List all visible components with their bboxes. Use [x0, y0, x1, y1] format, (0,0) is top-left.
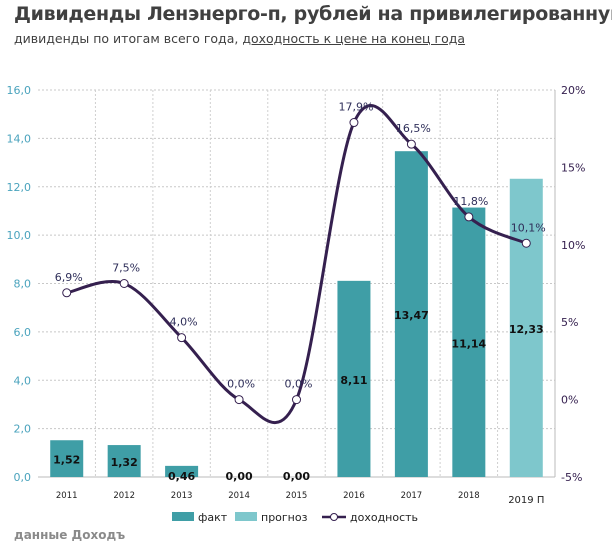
chart-subtitle: дивиденды по итогам всего года, доходнос… — [14, 31, 465, 46]
left-axis-tick: 12,0 — [7, 181, 32, 194]
source-note: данные Доходъ — [14, 528, 126, 542]
left-axis-tick: 0,0 — [14, 471, 32, 484]
x-axis-tick: 2016 — [343, 491, 365, 501]
yield-point — [521, 238, 531, 248]
right-axis-tick: 0% — [561, 394, 578, 407]
chart-title: Дивиденды Ленэнерго-п, рублей на привиле… — [14, 3, 612, 25]
x-axis-tick: 2014 — [228, 491, 250, 501]
right-axis-tick: 15% — [561, 161, 585, 174]
x-axis-tick: 2019 П — [508, 495, 544, 506]
bar-fact — [394, 151, 428, 477]
bar-value-label: 12,33 — [509, 323, 544, 336]
x-axis-tick: 2013 — [171, 491, 193, 501]
bar-value-label: 13,47 — [394, 309, 429, 322]
right-axis-tick: 20% — [561, 84, 585, 97]
bar-fact — [337, 280, 371, 477]
legend-label-fact: факт — [198, 511, 228, 524]
yield-label: 7,5% — [112, 262, 140, 275]
yield-point — [406, 139, 416, 149]
x-axis-tick: 2017 — [401, 491, 423, 501]
bar-fact — [107, 445, 141, 477]
legend-label-forecast: прогноз — [261, 511, 308, 524]
x-axis-tick: 2015 — [286, 491, 308, 501]
legend-swatch-forecast — [235, 512, 257, 521]
left-axis-tick: 16,0 — [7, 84, 32, 97]
yield-label: 6,9% — [55, 271, 83, 284]
left-axis-tick: 10,0 — [7, 229, 32, 242]
bar-value-label: 0,00 — [225, 470, 252, 483]
legend-swatch-fact — [172, 512, 194, 521]
left-axis-tick: 8,0 — [14, 278, 32, 291]
yield-label: 0,0% — [285, 378, 313, 391]
x-axis-tick: 2018 — [458, 491, 480, 501]
yield-point — [349, 118, 359, 128]
bar-value-label: 0,46 — [168, 470, 195, 483]
x-axis-tick: 2012 — [113, 491, 135, 501]
legend-label-yield: доходность — [350, 511, 418, 524]
right-axis-tick: 10% — [561, 239, 585, 252]
bar-fact — [452, 207, 486, 477]
left-axis-tick: 14,0 — [7, 132, 32, 145]
legend-marker-yield — [330, 513, 338, 521]
yield-point — [177, 333, 187, 343]
left-axis-tick: 6,0 — [14, 326, 32, 339]
bar-value-label: 1,52 — [53, 454, 80, 467]
bar-fact — [165, 465, 199, 477]
yield-label: 0,0% — [227, 378, 255, 391]
yield-label: 11,8% — [453, 195, 488, 208]
right-axis-tick: -5% — [561, 471, 582, 484]
right-axis-tick: 5% — [561, 316, 578, 329]
bar-fact — [50, 440, 84, 477]
yield-label: 4,0% — [170, 316, 198, 329]
bar-value-label: 8,11 — [340, 374, 367, 387]
left-axis-tick: 4,0 — [14, 374, 32, 387]
yield-label: 17,9% — [338, 101, 373, 114]
yield-line — [66, 104, 527, 425]
yield-point — [62, 288, 72, 298]
subtitle-underlined: доходность к цене на конец года — [242, 31, 466, 46]
yield-point — [292, 395, 301, 405]
left-axis-tick: 2,0 — [14, 423, 32, 436]
yield-point — [119, 279, 129, 288]
bar-value-label: 0,00 — [283, 470, 310, 483]
yield-label: 10,1% — [511, 221, 546, 234]
bar-value-label: 11,14 — [451, 337, 486, 350]
bar-forecast — [509, 178, 543, 477]
x-axis-tick: 2011 — [56, 491, 78, 501]
bar-value-label: 1,32 — [111, 456, 138, 469]
yield-point — [234, 395, 244, 405]
subtitle-plain: дивиденды по итогам всего года, — [14, 31, 243, 46]
yield-label: 16,5% — [396, 122, 431, 135]
yield-point — [464, 212, 474, 222]
